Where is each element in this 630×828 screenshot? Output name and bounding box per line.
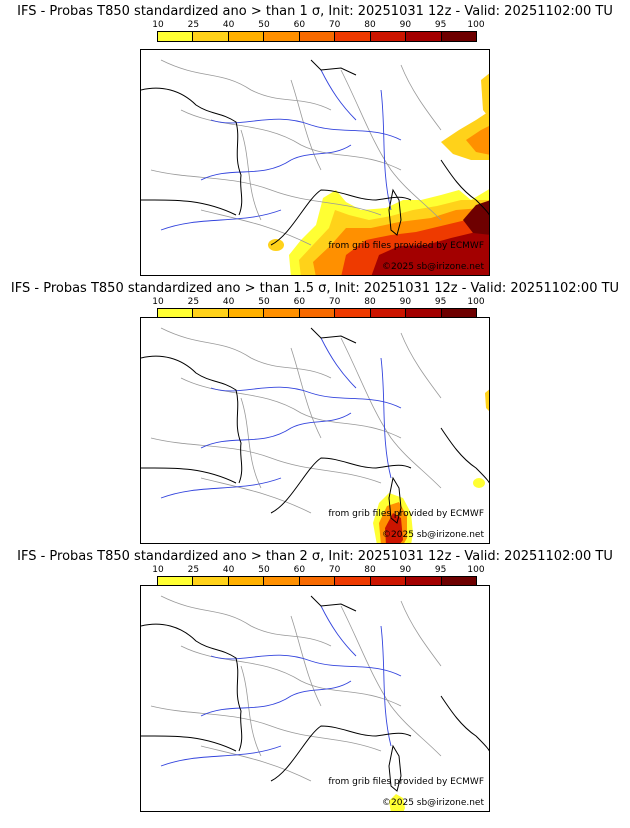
colorbar-tick-label: 100 [467, 297, 485, 307]
colorbar-tick-label: 90 [399, 20, 412, 30]
colorbar-tick-label: 40 [222, 297, 235, 307]
colorbar-tick-label: 50 [258, 20, 270, 30]
map-canvas [141, 327, 489, 543]
map-canvas [141, 595, 489, 811]
colorbar-segment [441, 309, 476, 318]
credit-ecmwf: from grib files provided by ECMWF [328, 777, 484, 787]
rivers [160, 337, 402, 499]
colorbar-legend: 10 25 40 50 60 70 80 90 95 100 [152, 20, 485, 48]
credit-copyright: ©2025 sb@irizone.net [382, 530, 484, 540]
colorbar-segment [193, 32, 229, 41]
colorbar-segment [370, 309, 407, 318]
colorbar-tick-label: 50 [258, 297, 270, 307]
colorbar-segment [158, 32, 194, 41]
colorbar-segment [299, 32, 336, 41]
coastlines [141, 327, 489, 524]
coastlines [141, 595, 489, 792]
colorbar-tick-label: 70 [328, 565, 341, 575]
probability-map: from grib files provided by ECMWF ©2025 … [140, 585, 490, 812]
panel-title: IFS - Probas T850 standardized ano > tha… [17, 4, 613, 19]
colorbar-tick-label: 60 [293, 20, 306, 30]
map-canvas [141, 59, 489, 275]
colorbar-segment [406, 309, 442, 318]
probability-map: from grib files provided by ECMWF ©2025 … [140, 317, 490, 544]
colorbar-tick-label: 40 [222, 565, 235, 575]
colorbar-tick-label: 80 [364, 565, 376, 575]
prob-area-10 [389, 794, 405, 811]
credit-ecmwf: from grib files provided by ECMWF [328, 241, 484, 251]
prob-area-80 [385, 513, 403, 543]
credit-ecmwf: from grib files provided by ECMWF [328, 509, 484, 519]
colorbar-tick-label: 95 [434, 565, 447, 575]
credit-copyright: ©2025 sb@irizone.net [382, 798, 484, 808]
colorbar-segment [299, 309, 336, 318]
admin-borders [150, 327, 442, 514]
colorbar-segment [441, 32, 476, 41]
colorbar-tick-label: 60 [293, 565, 306, 575]
panel-title: IFS - Probas T850 standardized ano > tha… [10, 281, 620, 296]
colorbar-tick-label: 40 [222, 20, 235, 30]
colorbar-segment [406, 32, 442, 41]
colorbar-segment [193, 309, 229, 318]
colorbar-tick-label: 60 [293, 297, 306, 307]
coastlines [141, 59, 489, 246]
colorbar-segment [264, 309, 300, 318]
probability-map: from grib files provided by ECMWF ©2025 … [140, 49, 490, 276]
prob-area-small [268, 239, 284, 251]
prob-area-90 [371, 232, 489, 275]
colorbar-segment [264, 32, 300, 41]
colorbar-segment [370, 32, 407, 41]
prob-area-small [473, 478, 485, 488]
colorbar-segment [406, 577, 442, 586]
colorbar-segment [228, 32, 265, 41]
map-panel-2: IFS - Probas T850 standardized ano > tha… [0, 281, 630, 551]
colorbar-segment [264, 577, 300, 586]
panel-title: IFS - Probas T850 standardized ano > tha… [17, 549, 613, 564]
colorbar-segment [228, 577, 265, 586]
colorbar-segment [370, 577, 407, 586]
colorbar-tick-label: 90 [399, 565, 412, 575]
colorbar-segment [193, 577, 229, 586]
colorbar-tick-label: 80 [364, 20, 376, 30]
colorbar-tick-label: 100 [467, 20, 485, 30]
prob-area-ne-edge [481, 73, 489, 118]
colorbar-tick-label: 10 [152, 20, 164, 30]
colorbar-segment [335, 309, 371, 318]
colorbar-segment [441, 577, 476, 586]
colorbar-tick-label: 80 [364, 297, 376, 307]
colorbar-segment [335, 32, 371, 41]
colorbar [157, 31, 477, 42]
rivers [160, 69, 402, 231]
colorbar-segment [299, 577, 336, 586]
colorbar-tick-label: 25 [187, 297, 200, 307]
colorbar-tick-label: 10 [152, 565, 164, 575]
colorbar-segment [158, 577, 194, 586]
credit-copyright: ©2025 sb@irizone.net [382, 262, 484, 272]
map-panel-1: IFS - Probas T850 standardized ano > tha… [0, 4, 630, 276]
colorbar-tick-label: 100 [467, 565, 485, 575]
colorbar-tick-label: 70 [328, 297, 341, 307]
colorbar-tick-label: 10 [152, 297, 164, 307]
colorbar-tick-label: 70 [328, 20, 341, 30]
colorbar-tick-label: 95 [434, 297, 447, 307]
prob-area-ne-edge [485, 389, 489, 411]
colorbar-segment [335, 577, 371, 586]
colorbar-segment [228, 309, 265, 318]
rivers [160, 605, 402, 767]
colorbar-tick-label: 25 [187, 565, 200, 575]
colorbar-segment [158, 309, 194, 318]
map-panel-3: IFS - Probas T850 standardized ano > tha… [0, 549, 630, 819]
colorbar-tick-label: 95 [434, 20, 447, 30]
prob-area-alps-core [466, 126, 489, 155]
colorbar-tick-label: 90 [399, 297, 412, 307]
prob-area-95 [463, 200, 489, 235]
colorbar-tick-label: 50 [258, 565, 270, 575]
colorbar-tick-label: 25 [187, 20, 200, 30]
